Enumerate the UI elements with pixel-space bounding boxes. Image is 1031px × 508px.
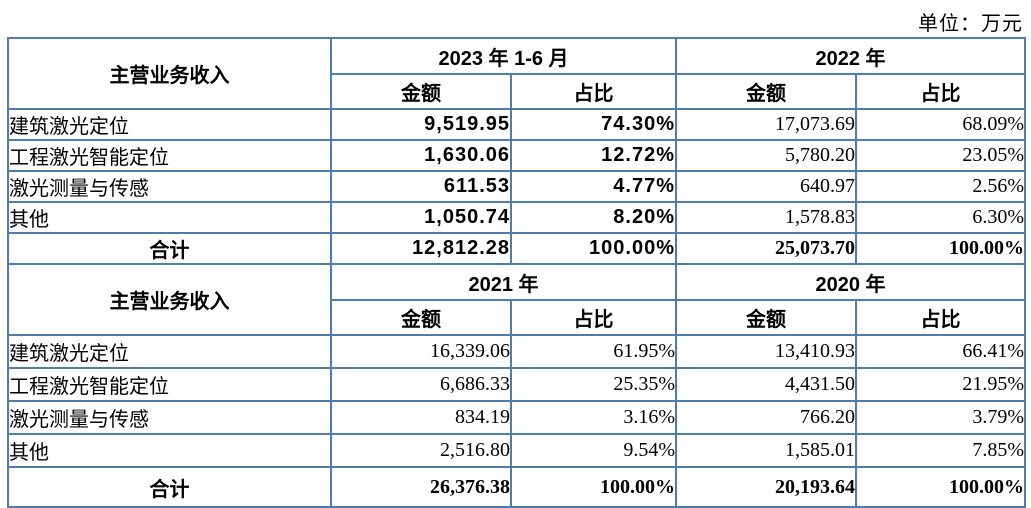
- amount-cell: 17,073.69: [675, 108, 858, 141]
- amount-cell: 1,578.83: [675, 201, 858, 234]
- year-header-2023: 2023 年 1-6 月: [329, 37, 678, 75]
- amount-cell: 834.19: [330, 400, 512, 435]
- total-ratio-cell: 100.00%: [855, 466, 1027, 508]
- table-row: 工程激光智能定位 6,686.33 25.35% 4,431.50 21.95%: [7, 367, 1027, 402]
- row-label: 其他: [7, 201, 332, 234]
- total-ratio-cell: 100.00%: [509, 466, 678, 508]
- row-label: 工程激光智能定位: [7, 139, 332, 172]
- table-row: 建筑激光定位 9,519.95 74.30% 17,073.69 68.09%: [7, 108, 1027, 141]
- row-label: 激光测量与传感: [7, 400, 332, 435]
- total-amount-cell: 26,376.38: [330, 466, 512, 508]
- ratio-cell: 2.56%: [855, 170, 1027, 203]
- total-label: 合计: [7, 232, 332, 265]
- subheader-ratio: 占比: [855, 299, 1027, 336]
- table-row: 其他 1,050.74 8.20% 1,578.83 6.30%: [7, 201, 1027, 234]
- total-amount-cell: 25,073.70: [675, 232, 858, 265]
- total-amount-cell: 20,193.64: [675, 466, 858, 508]
- amount-cell: 9,519.95: [330, 108, 512, 141]
- subheader-amount: 金额: [675, 73, 858, 110]
- ratio-cell: 3.16%: [509, 400, 678, 435]
- row-group-header: 主营业务收入: [7, 263, 332, 336]
- row-label: 建筑激光定位: [7, 334, 332, 369]
- table-row: 金额 占比 金额 占比: [8, 73, 1027, 110]
- amount-cell: 2,516.80: [330, 433, 512, 468]
- ratio-cell: 23.05%: [855, 139, 1027, 172]
- row-label: 激光测量与传感: [7, 170, 332, 203]
- ratio-cell: 6.30%: [855, 201, 1027, 234]
- ratio-cell: 4.77%: [509, 170, 678, 203]
- amount-cell: 766.20: [675, 400, 858, 435]
- table-row: 其他 2,516.80 9.54% 1,585.01 7.85%: [7, 433, 1027, 468]
- ratio-cell: 68.09%: [855, 108, 1027, 141]
- amount-cell: 16,339.06: [330, 334, 512, 369]
- amount-cell: 5,780.20: [675, 139, 858, 172]
- table-row: 主营业务收入 2023 年 1-6 月 2022 年: [7, 37, 1027, 110]
- year-header-2022: 2022 年: [675, 37, 1027, 75]
- ratio-cell: 9.54%: [509, 433, 678, 468]
- table-row: 激光测量与传感 834.19 3.16% 766.20 3.79%: [7, 400, 1027, 435]
- ratio-cell: 61.95%: [509, 334, 678, 369]
- row-label: 建筑激光定位: [7, 108, 332, 141]
- total-amount-cell: 12,812.28: [330, 232, 512, 265]
- year-header-2020: 2020 年: [675, 263, 1027, 301]
- total-ratio-cell: 100.00%: [855, 232, 1027, 265]
- amount-cell: 13,410.93: [675, 334, 858, 369]
- ratio-cell: 25.35%: [509, 367, 678, 402]
- ratio-cell: 8.20%: [509, 201, 678, 234]
- amount-cell: 1,585.01: [675, 433, 858, 468]
- amount-cell: 640.97: [675, 170, 858, 203]
- ratio-cell: 12.72%: [509, 139, 678, 172]
- main-revenue-table: 主营业务收入 2023 年 1-6 月 2022 年 金额 占比 金额 占比 建…: [7, 37, 1027, 508]
- subheader-ratio: 占比: [855, 73, 1027, 110]
- ratio-cell: 7.85%: [855, 433, 1027, 468]
- total-row: 合计 12,812.28 100.00% 25,073.70 100.00%: [7, 232, 1027, 265]
- table-row: 主营业务收入 2021 年 2020 年: [7, 263, 1027, 336]
- amount-cell: 611.53: [330, 170, 512, 203]
- total-label: 合计: [7, 466, 332, 508]
- ratio-cell: 3.79%: [855, 400, 1027, 435]
- subheader-amount: 金额: [330, 299, 512, 336]
- table-row: 建筑激光定位 16,339.06 61.95% 13,410.93 66.41%: [7, 334, 1027, 369]
- subheader-ratio: 占比: [509, 299, 678, 336]
- row-label: 工程激光智能定位: [7, 367, 332, 402]
- total-ratio-cell: 100.00%: [509, 232, 678, 265]
- amount-cell: 6,686.33: [330, 367, 512, 402]
- row-label: 其他: [7, 433, 332, 468]
- amount-cell: 4,431.50: [675, 367, 858, 402]
- ratio-cell: 74.30%: [509, 108, 678, 141]
- table-row: 工程激光智能定位 1,630.06 12.72% 5,780.20 23.05%: [7, 139, 1027, 172]
- amount-cell: 1,630.06: [330, 139, 512, 172]
- unit-label: 单位：万元: [918, 13, 1023, 35]
- amount-cell: 1,050.74: [330, 201, 512, 234]
- total-row: 合计 26,376.38 100.00% 20,193.64 100.00%: [7, 466, 1027, 508]
- ratio-cell: 66.41%: [855, 334, 1027, 369]
- table-row: 金额 占比 金额 占比: [8, 299, 1027, 336]
- subheader-amount: 金额: [675, 299, 858, 336]
- year-header-2021: 2021 年: [329, 263, 678, 301]
- table-row: 激光测量与传感 611.53 4.77% 640.97 2.56%: [7, 170, 1027, 203]
- ratio-cell: 21.95%: [855, 367, 1027, 402]
- row-group-header: 主营业务收入: [7, 37, 332, 110]
- subheader-ratio: 占比: [509, 73, 678, 110]
- subheader-amount: 金额: [330, 73, 512, 110]
